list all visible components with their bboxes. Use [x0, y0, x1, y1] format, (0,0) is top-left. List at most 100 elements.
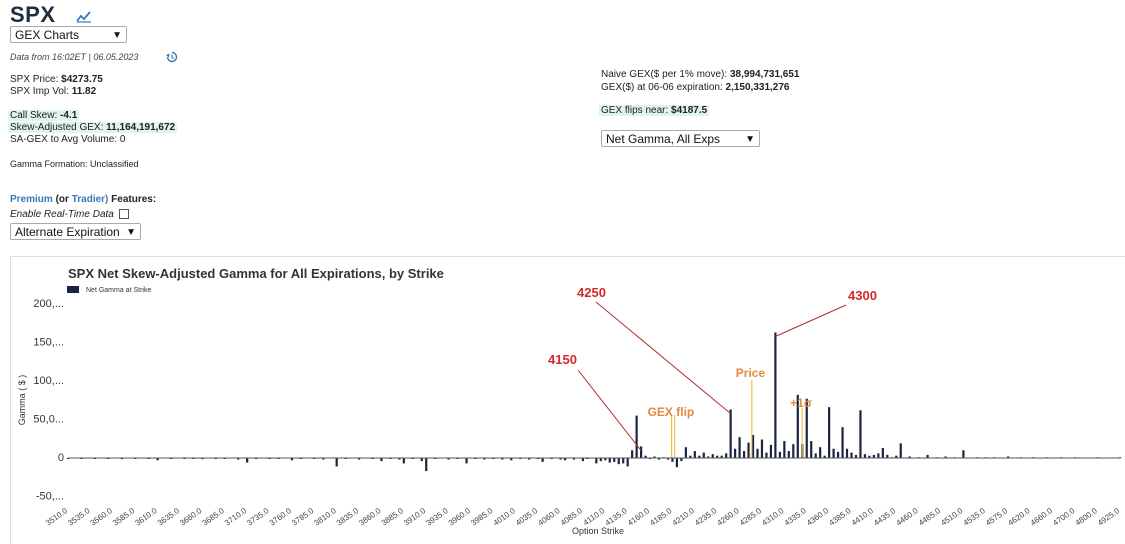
- chevron-down-icon: ▼: [126, 227, 136, 238]
- gamma-bar: [854, 454, 858, 458]
- x-tick-label: 3835.0: [335, 506, 361, 528]
- y-axis-label: Gamma ( $ ): [17, 375, 27, 426]
- x-tick-label: 4925.0: [1096, 506, 1122, 528]
- gex-flips-row: GEX flips near: $4187.5: [599, 105, 710, 116]
- x-tick-label: 4575.0: [984, 506, 1010, 528]
- gamma-bar: [698, 455, 701, 458]
- gamma-bar: [528, 458, 531, 460]
- x-tick-label: 3960.0: [447, 506, 473, 528]
- gamma-bar: [483, 458, 486, 460]
- gamma-bar: [720, 455, 723, 458]
- gamma-bar: [613, 458, 616, 462]
- x-tick-label: 3510.0: [44, 506, 70, 528]
- y-tick-label: 50,0...: [33, 414, 64, 426]
- gamma-bar: [425, 458, 428, 472]
- chart-trend-icon[interactable]: [76, 9, 92, 23]
- gamma-bar: [465, 458, 468, 464]
- gamma-bar: [707, 456, 710, 458]
- gamma-bar: [402, 458, 405, 464]
- x-tick-label: 3635.0: [156, 506, 182, 528]
- alternate-expiration-value: Alternate Expiration: [15, 225, 120, 239]
- x-tick-label: 3735.0: [245, 506, 271, 528]
- skew-adjusted-gex-row: Skew-Adjusted GEX: 11,164,191,672: [8, 122, 178, 133]
- x-tick-label: 4310.0: [760, 506, 786, 528]
- realtime-checkbox[interactable]: [118, 209, 129, 220]
- gamma-bar: [702, 452, 705, 458]
- x-tick-label: 4435.0: [872, 506, 898, 528]
- gex-expiration-value: 2,150,331,276: [725, 82, 790, 93]
- x-tick-label: 4035.0: [514, 506, 540, 528]
- gamma-bar: [823, 455, 826, 458]
- x-tick-label: 3610.0: [133, 506, 159, 528]
- gamma-bar: [832, 448, 835, 458]
- gamma-bar: [716, 455, 719, 458]
- gamma-bar: [774, 332, 777, 458]
- x-tick-label: 4620.0: [1006, 506, 1032, 528]
- chart-type-select-value: GEX Charts: [15, 28, 80, 42]
- gamma-bar: [1007, 456, 1010, 458]
- x-tick-label: 4410.0: [850, 506, 876, 528]
- gamma-bar: [792, 444, 795, 458]
- gamma-bar: [926, 454, 929, 458]
- gamma-bar: [863, 454, 867, 458]
- marker-label: +1σ: [790, 396, 812, 410]
- gamma-view-select-value: Net Gamma, All Exps: [606, 132, 721, 146]
- gamma-bar: [237, 458, 240, 460]
- gamma-bar: [510, 458, 513, 461]
- x-axis-label: Option Strike: [572, 526, 624, 536]
- gamma-bar: [581, 458, 585, 462]
- x-tick-label: 4335.0: [783, 506, 809, 528]
- spx-impvol-value: 11.82: [71, 86, 97, 97]
- x-tick-label: 3810.0: [313, 506, 339, 528]
- call-skew-value: -4.1: [60, 110, 78, 121]
- gamma-bar: [653, 456, 656, 458]
- x-tick-label: 3760.0: [268, 506, 294, 528]
- gamma-bar: [357, 458, 361, 460]
- x-tick-label: 3885.0: [380, 506, 406, 528]
- gamma-bar: [335, 458, 338, 467]
- gamma-bar: [756, 448, 759, 458]
- realtime-label: Enable Real-Time Data: [10, 209, 114, 220]
- x-tick-label: 3860.0: [357, 506, 383, 528]
- gamma-bar: [563, 458, 567, 461]
- gamma-formation-value: Unclassified: [90, 159, 139, 169]
- gamma-bar: [246, 458, 249, 463]
- gamma-bar: [734, 448, 737, 458]
- gamma-bar: [725, 453, 728, 458]
- tradier-link[interactable]: Tradier): [71, 194, 109, 205]
- or-text: (or: [55, 194, 69, 205]
- call-skew-row: Call Skew: -4.1: [8, 110, 80, 121]
- spx-price-row: SPX Price: $4273.75: [10, 74, 103, 85]
- x-tick-label: 4210.0: [671, 506, 697, 528]
- gamma-bar: [671, 458, 674, 462]
- gamma-bar: [447, 458, 450, 460]
- sa-gex-avg-value: 0: [119, 134, 126, 145]
- gamma-bar: [120, 458, 123, 460]
- gamma-view-select[interactable]: Net Gamma, All Exps ▼: [601, 130, 760, 147]
- refresh-icon[interactable]: [166, 51, 178, 63]
- x-tick-label: 3935.0: [424, 506, 450, 528]
- alternate-expiration-select[interactable]: Alternate Expiration ▼: [10, 223, 141, 240]
- gamma-bar: [380, 458, 383, 462]
- premium-features-heading: Premium (or Tradier) Features:: [10, 194, 156, 205]
- gex-expiration-row: GEX($) at 06-06 expiration: 2,150,331,27…: [601, 82, 789, 93]
- chevron-down-icon: ▼: [745, 134, 755, 145]
- sa-gex-avg-label: SA-GEX to Avg Volume:: [10, 134, 118, 145]
- premium-link[interactable]: Premium: [10, 194, 53, 205]
- gamma-bar: [290, 458, 294, 461]
- gamma-bar: [783, 441, 786, 458]
- gamma-bar: [828, 407, 831, 458]
- features-text: Features:: [111, 194, 157, 205]
- x-tick-label: 4360.0: [805, 506, 831, 528]
- gamma-bar: [881, 447, 884, 458]
- chevron-down-icon: ▼: [112, 30, 122, 41]
- gamma-bar: [751, 434, 755, 458]
- gamma-bar: [711, 454, 714, 458]
- gamma-bar: [868, 455, 871, 458]
- gamma-bar: [859, 410, 862, 458]
- gamma-bar: [604, 458, 607, 461]
- gamma-bar: [805, 398, 808, 458]
- chart-type-select[interactable]: GEX Charts ▼: [10, 26, 127, 43]
- gex-expiration-label: GEX($) at 06-06 expiration:: [601, 82, 723, 93]
- x-tick-label: 3660.0: [178, 506, 204, 528]
